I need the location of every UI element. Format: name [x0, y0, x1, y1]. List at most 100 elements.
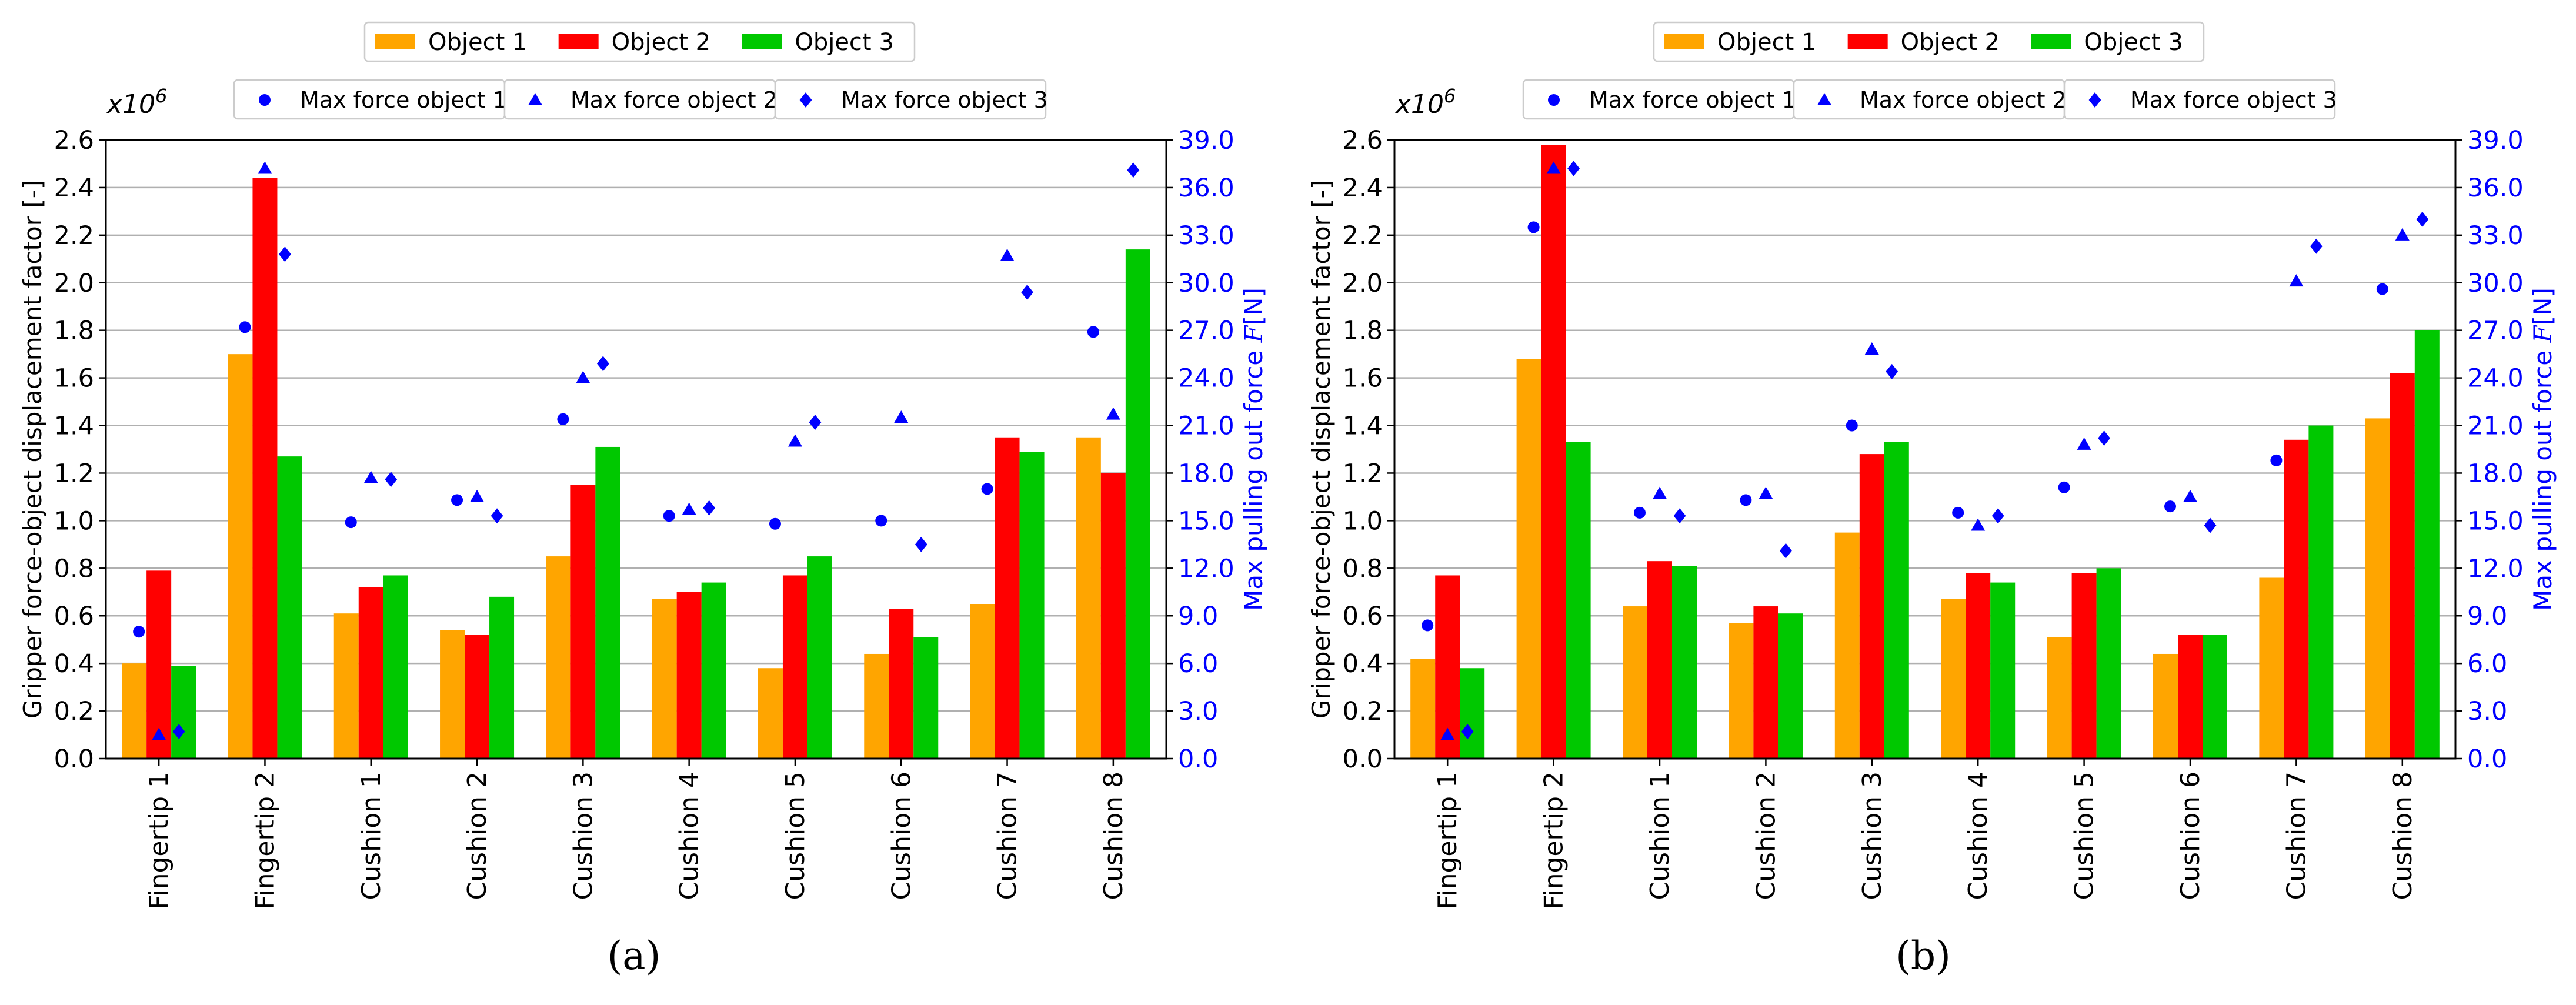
bar [2390, 373, 2415, 759]
x-tick-label: Cushion 2 [1751, 772, 1781, 900]
bar [1834, 532, 1860, 759]
y2-tick-label: 0.0 [1178, 744, 1218, 774]
bar [228, 354, 253, 759]
force-marker [2058, 481, 2070, 493]
bar [1541, 145, 1566, 759]
legend-markers-box [774, 79, 1047, 120]
legend-label: Object 3 [795, 29, 893, 56]
force-marker [1021, 284, 1033, 300]
bar [995, 437, 1020, 759]
y2-tick-label: 18.0 [2467, 459, 2524, 488]
force-marker [1991, 508, 2004, 524]
bar [1941, 599, 1966, 759]
force-marker [470, 489, 485, 502]
bar [1410, 659, 1436, 759]
y2-tick-label: 27.0 [2467, 316, 2524, 346]
bar [1990, 582, 2016, 759]
bar [1859, 454, 1884, 759]
y2-axis-label-symbol: F [2528, 325, 2557, 343]
x-tick-label: Cushion 4 [675, 772, 705, 900]
force-marker [2289, 274, 2304, 287]
x-tick-label: Cushion 3 [1857, 772, 1887, 900]
bar [970, 604, 995, 759]
bar [758, 668, 783, 759]
y-tick-label: 2.0 [1343, 269, 1383, 298]
bar [676, 592, 702, 759]
y2-tick-label: 3.0 [2467, 697, 2507, 726]
legend-marker-label: Max force object 2 [570, 87, 778, 113]
force-marker [2270, 454, 2283, 466]
legend-marker-label: Max force object 3 [841, 87, 1048, 113]
y2-tick-label: 21.0 [1178, 412, 1234, 441]
legend-label: Object 1 [428, 29, 527, 56]
y2-axis-label-prefix: Max pulling out force [2528, 343, 2557, 611]
x-tick-label: Cushion 7 [2281, 772, 2311, 900]
y-axis-label: Gripper force-object displacement factor… [1307, 180, 1336, 719]
y2-tick-label: 6.0 [1178, 649, 1218, 679]
force-marker [1846, 419, 1858, 432]
y-tick-label: 0.8 [54, 554, 94, 583]
legend-marker-label: Max force object 3 [2130, 87, 2337, 113]
force-marker [2098, 430, 2110, 446]
y-tick-label: 2.6 [1343, 126, 1383, 155]
y2-axis-label: Max pulling out force F[N] [1239, 288, 1268, 611]
y2-tick-label: 36.0 [1178, 173, 1234, 203]
bar [358, 587, 383, 759]
y-tick-label: 0.0 [54, 744, 94, 774]
legend-swatch [742, 34, 782, 49]
y2-tick-label: 12.0 [2467, 554, 2524, 583]
y-tick-label: 1.0 [1343, 506, 1383, 536]
force-marker [2164, 500, 2176, 513]
bar [889, 609, 914, 759]
y-tick-label: 2.4 [1343, 173, 1383, 203]
y2-tick-label: 30.0 [1178, 269, 1234, 298]
x-tick-label: Fingertip 1 [144, 772, 174, 910]
force-marker [663, 510, 675, 522]
bar [2284, 439, 2309, 759]
y-tick-label: 0.4 [1343, 649, 1383, 679]
y-tick-label: 1.4 [1343, 412, 1383, 441]
plot-frame [1393, 139, 2457, 760]
x-tick-label: Cushion 8 [2388, 772, 2418, 900]
legend-label: Object 1 [1717, 29, 1816, 56]
force-marker [279, 246, 291, 262]
force-marker [1440, 727, 1455, 740]
y-multiplier-label: x106 [106, 85, 167, 119]
force-marker [1759, 486, 1773, 499]
legend-marker-label: Max force object 2 [1860, 87, 2067, 113]
force-marker [1106, 407, 1120, 420]
x-tick-label: Fingertip 1 [1433, 772, 1463, 910]
legend-label: Object 2 [612, 29, 710, 56]
legend-swatch [375, 34, 415, 49]
y2-tick-label: 30.0 [2467, 269, 2524, 298]
y-tick-label: 2.2 [1343, 221, 1383, 251]
bar [1076, 437, 1101, 759]
y2-axis-label-suffix: [N] [1239, 288, 1268, 325]
bar [1672, 566, 1697, 759]
force-marker [1740, 494, 1752, 506]
x-tick-label: Cushion 1 [356, 772, 386, 900]
bar [1125, 249, 1150, 759]
legend-marker-label: Max force object 1 [1589, 87, 1796, 113]
bar [171, 666, 196, 759]
bar [807, 556, 832, 759]
legend-swatch [1847, 34, 1888, 49]
force-marker [769, 517, 781, 530]
force-marker [875, 515, 887, 527]
force-marker [1653, 486, 1667, 499]
bar [595, 446, 620, 759]
y-tick-label: 0.2 [54, 697, 94, 726]
y-tick-label: 0.0 [1343, 744, 1383, 774]
bar [2153, 653, 2178, 759]
bar [1623, 606, 1647, 759]
panel-label: (b) [1896, 933, 1951, 979]
bar [1460, 668, 1485, 759]
y-tick-label: 1.2 [54, 459, 94, 488]
bar [2047, 637, 2072, 759]
x-tick-label: Cushion 6 [886, 772, 916, 900]
y-tick-label: 1.6 [1343, 364, 1383, 393]
y2-tick-label: 3.0 [1178, 697, 1218, 726]
legend-label: Object 2 [1901, 29, 2000, 56]
y-axis-label: Gripper force-object displacement factor… [18, 180, 47, 719]
legend-marker [1817, 93, 1831, 105]
